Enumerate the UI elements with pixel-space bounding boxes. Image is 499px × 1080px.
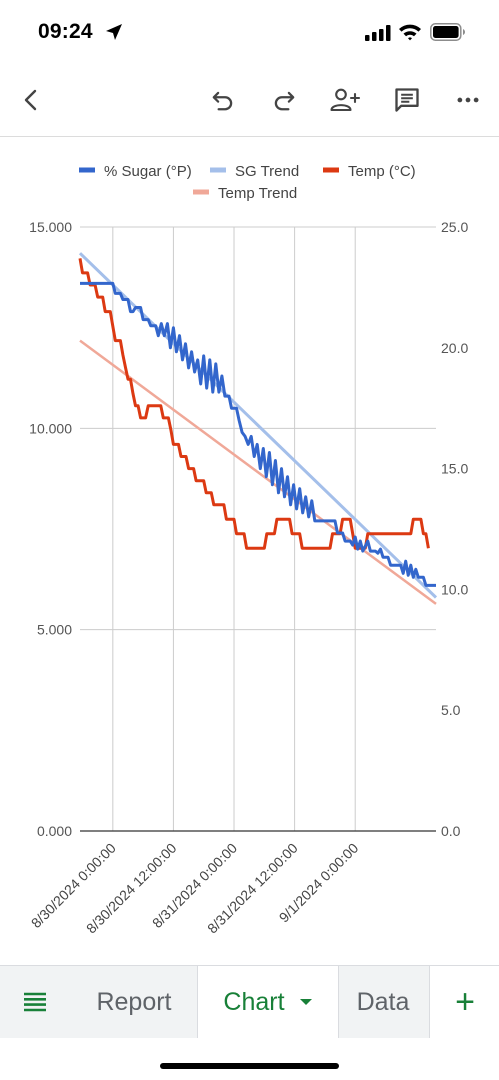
y-right-tick-label: 5.0 [441, 702, 461, 718]
y-right-tick-label: 10.0 [441, 581, 468, 597]
series-line-temp-c [78, 258, 430, 550]
more-vert-icon [457, 97, 479, 103]
tab-chart-label: Chart [223, 987, 285, 1016]
status-bar: 09:24 [0, 0, 499, 66]
legend-label: % Sugar (°P) [104, 163, 192, 180]
back-button[interactable] [11, 80, 51, 120]
toolbar [0, 66, 499, 137]
y-left-tick-label: 0.000 [37, 823, 72, 839]
y-right-tick-label: 15.0 [441, 461, 468, 477]
chart-area: 0.000 5.000 10.000 15.000 0.0 5.0 10.0 15.0 20.0… [0, 137, 499, 962]
tab-data-label: Data [356, 987, 410, 1016]
undo-icon [212, 91, 233, 111]
add-person-icon [330, 88, 361, 112]
tab-chart[interactable]: Chart [197, 966, 339, 1038]
tab-dropdown-icon [299, 999, 312, 1005]
series-line-sg-trend [78, 252, 438, 599]
y-left-tick-label: 5.000 [37, 622, 72, 638]
y-right-tick-label: 0.0 [441, 823, 461, 839]
share-button[interactable] [325, 80, 365, 120]
redo-icon [274, 91, 295, 111]
y-right-tick-label: 25.0 [441, 219, 468, 235]
legend-label: SG Trend [235, 163, 299, 180]
legend-label: Temp (°C) [348, 163, 416, 180]
add-sheet-button[interactable]: + [429, 966, 499, 1038]
sheet-list-button[interactable] [0, 966, 70, 1038]
legend-label: Temp Trend [218, 185, 297, 202]
status-time: 09:24 [38, 20, 93, 43]
tab-report[interactable]: Report [71, 966, 197, 1038]
y-left-tick-label: 10.000 [29, 420, 72, 436]
sheet-tab-bar: Report Chart Data + [0, 965, 499, 1038]
wifi-icon [399, 24, 421, 41]
series-line-sugar-p [80, 281, 436, 587]
undo-button[interactable] [203, 80, 243, 120]
back-arrow-icon [24, 89, 37, 111]
sheet-list-icon [24, 992, 46, 1012]
tab-report-label: Report [96, 987, 172, 1016]
add-icon: + [455, 982, 475, 1021]
line-chart[interactable]: 0.000 5.000 10.000 15.000 0.0 5.0 10.0 15.0 20.0… [0, 137, 499, 962]
tab-data[interactable]: Data [337, 966, 429, 1038]
home-indicator [160, 1063, 339, 1069]
comment-button[interactable] [387, 80, 427, 120]
y-left-tick-label: 15.000 [29, 219, 72, 235]
location-arrow-icon [106, 24, 122, 40]
battery-icon [430, 23, 465, 41]
redo-button[interactable] [264, 80, 304, 120]
more-options-button[interactable] [448, 80, 488, 120]
comment-icon [395, 88, 419, 112]
series-line-temp-trend [79, 339, 437, 605]
signal-icon [365, 25, 391, 41]
y-right-tick-label: 20.0 [441, 340, 468, 356]
